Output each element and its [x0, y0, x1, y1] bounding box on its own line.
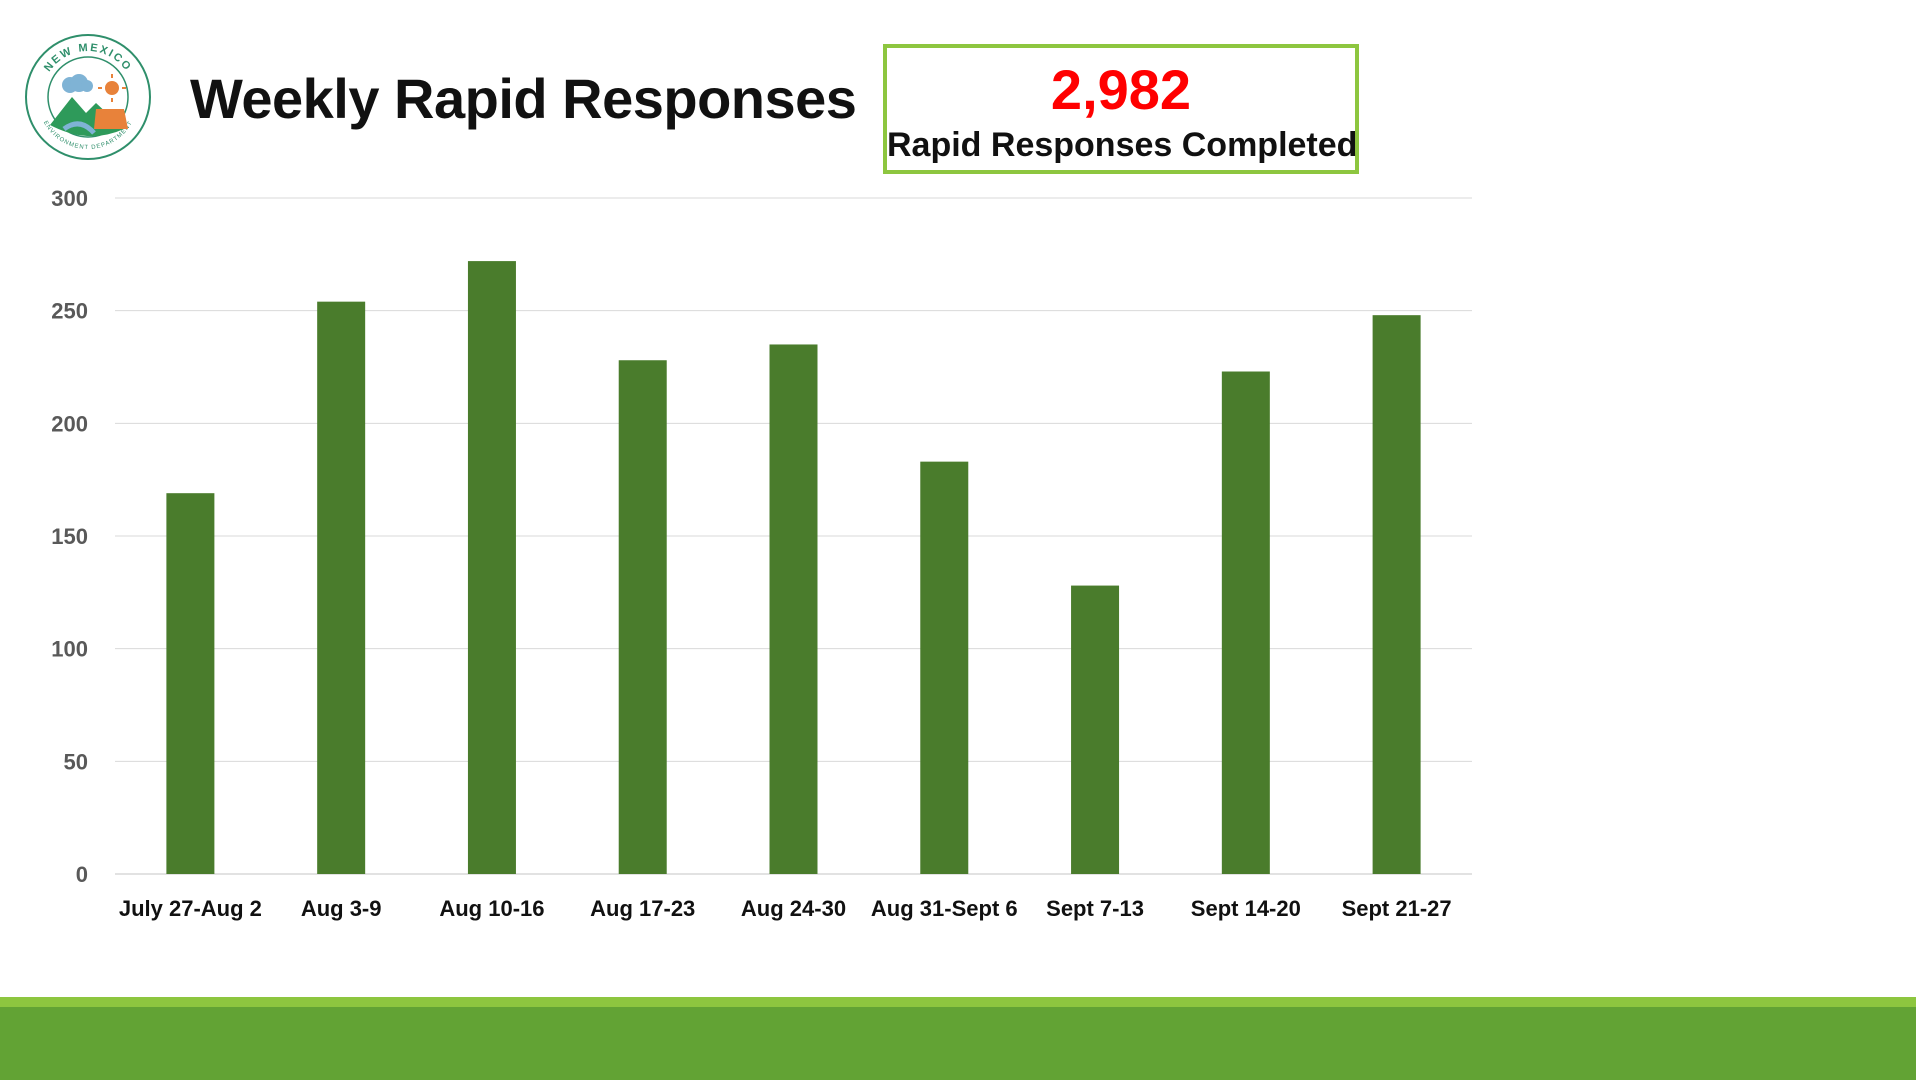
bar	[618, 360, 667, 874]
y-tick-label: 50	[64, 749, 88, 774]
bar	[1221, 371, 1270, 874]
y-tick-label: 300	[51, 186, 88, 211]
x-tick-label: Aug 31-Sept 6	[871, 896, 1018, 921]
x-tick-label: Sept 21-27	[1342, 896, 1452, 921]
footer-accent-line	[0, 997, 1916, 1007]
bar	[769, 344, 818, 874]
footer-band	[0, 1007, 1916, 1080]
page-title: Weekly Rapid Responses	[190, 67, 857, 130]
nmed-seal-icon: NEW MEXICO ENVIRONMENT DEPARTMENT	[25, 34, 151, 160]
x-tick-label: Sept 7-13	[1046, 896, 1144, 921]
total-responses-callout: 2,982 Rapid Responses Completed	[883, 44, 1359, 174]
x-tick-label: July 27-Aug 2	[119, 896, 262, 921]
bar	[1071, 585, 1120, 874]
y-tick-label: 200	[51, 411, 88, 436]
y-tick-label: 250	[51, 299, 88, 324]
x-tick-label: Aug 24-30	[741, 896, 846, 921]
bar	[166, 493, 215, 874]
x-tick-label: Sept 14-20	[1191, 896, 1301, 921]
y-tick-label: 150	[51, 524, 88, 549]
total-responses-label: Rapid Responses Completed	[887, 126, 1358, 164]
total-responses-value: 2,982	[1050, 58, 1192, 121]
y-tick-label: 100	[51, 637, 88, 662]
x-tick-label: Aug 17-23	[590, 896, 695, 921]
y-tick-label: 0	[76, 862, 88, 887]
bar	[920, 461, 969, 874]
logo: NEW MEXICO ENVIRONMENT DEPARTMENT	[24, 33, 152, 161]
bar	[467, 261, 516, 874]
x-tick-label: Aug 10-16	[439, 896, 544, 921]
bar	[317, 301, 366, 874]
weekly-responses-bar-chart: 0 50 100 150 200 250 300 July 27-Aug 2 Aug 3-9 Au…	[51, 186, 1472, 921]
x-tick-label: Aug 3-9	[301, 896, 382, 921]
bar	[1372, 315, 1421, 874]
